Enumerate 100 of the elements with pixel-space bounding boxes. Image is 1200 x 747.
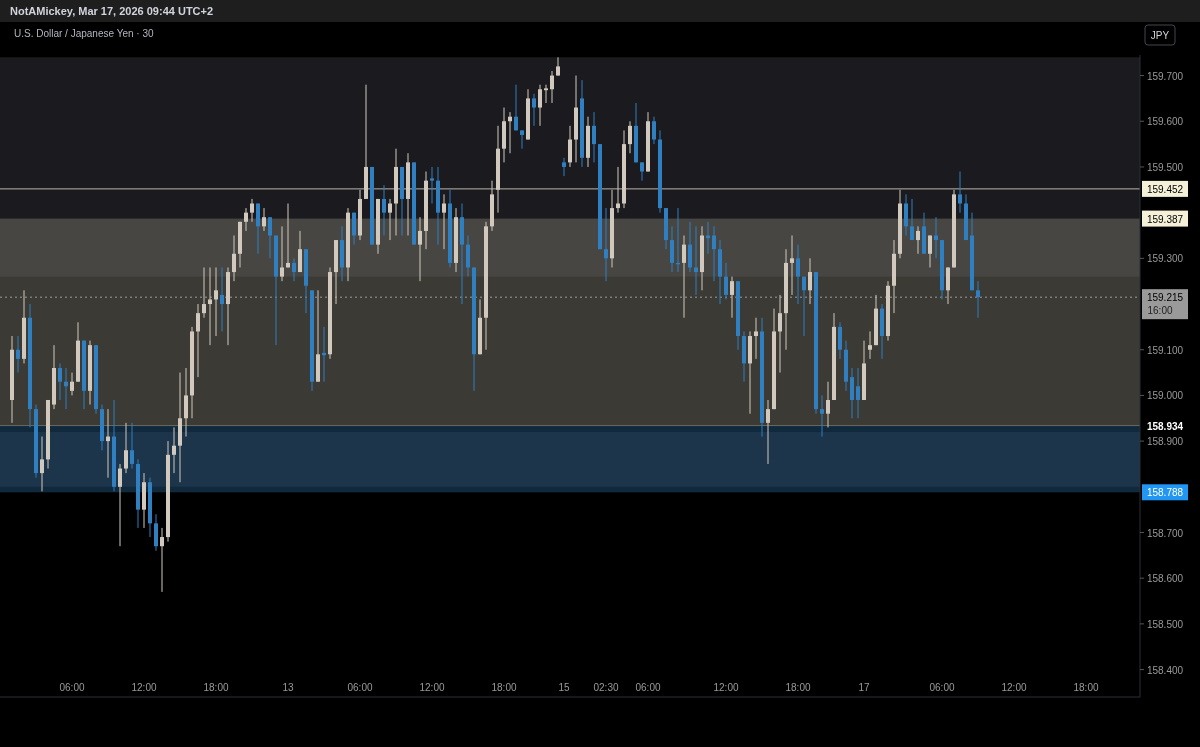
candlestick: [628, 120, 632, 154]
candlestick: [868, 330, 872, 360]
x-tick-label: 12:00: [131, 682, 157, 693]
candlestick: [556, 56, 560, 77]
candlestick: [550, 70, 554, 104]
y-tick-label: 159.300: [1146, 253, 1184, 265]
candlestick: [904, 193, 908, 236]
candlestick: [958, 171, 962, 214]
candlestick: [418, 216, 422, 282]
x-tick-label: 06:00: [929, 682, 955, 693]
candlestick: [214, 266, 218, 337]
candlestick: [688, 221, 692, 273]
x-tick-label: 13: [282, 682, 294, 693]
candlestick: [160, 527, 164, 593]
x-tick-label: 02:30: [593, 682, 619, 693]
candlestick: [172, 426, 176, 474]
x-tick-label: 12:00: [1001, 682, 1027, 693]
candlestick: [592, 111, 596, 163]
candlestick: [154, 513, 158, 552]
candlestick: [520, 129, 524, 150]
band-label: 159.387: [1146, 213, 1184, 225]
candlestick: [778, 294, 782, 374]
candlestick: [250, 198, 254, 223]
candlestick: [754, 317, 758, 360]
y-tick-label: 159.700: [1146, 70, 1184, 82]
x-tick-label: 18:00: [203, 682, 229, 693]
candlestick: [826, 381, 830, 428]
candlestick: [124, 422, 128, 474]
candlestick: [850, 367, 854, 419]
candlestick: [532, 93, 536, 127]
candlestick: [766, 399, 770, 465]
candlestick: [694, 225, 698, 296]
candlestick: [796, 244, 800, 305]
candlestick: [220, 266, 224, 332]
ref-line-label: 159.452: [1146, 183, 1184, 195]
x-tick-label: 06:00: [347, 682, 373, 693]
y-tick-label: 158.700: [1146, 527, 1184, 539]
candlestick: [268, 216, 272, 259]
x-tick-label: 18:00: [1073, 682, 1099, 693]
chart-title: U.S. Dollar / Japanese Yen · 30: [14, 28, 154, 39]
y-tick-label: 159.100: [1146, 344, 1184, 356]
candlestick: [202, 266, 206, 319]
x-tick-label: 18:00: [491, 682, 517, 693]
candlestick: [706, 221, 710, 255]
candlestick: [946, 266, 950, 305]
candlestick: [976, 280, 980, 319]
candlestick: [130, 422, 134, 470]
candlestick: [916, 225, 920, 255]
candlestick: [184, 367, 188, 438]
candlestick: [208, 266, 212, 346]
candlestick: [802, 276, 806, 337]
x-tick-label: 12:00: [713, 682, 739, 693]
candlestick: [604, 207, 608, 282]
candlestick: [118, 463, 122, 547]
y-tick-label: 159.000: [1146, 390, 1184, 402]
candlestick: [928, 234, 932, 268]
candlestick: [670, 225, 674, 273]
candlestick: [652, 116, 656, 145]
candlestick: [544, 84, 548, 104]
candlestick: [514, 84, 518, 131]
candlestick: [466, 234, 470, 278]
x-tick-label: 06:00: [59, 682, 85, 693]
x-tick-label: 15: [558, 682, 570, 693]
y-tick-label: 158.600: [1146, 573, 1184, 585]
candlestick: [16, 335, 20, 374]
candlestick: [196, 303, 200, 378]
y-axis-title: JPY: [1150, 30, 1170, 41]
candlestick: [58, 362, 62, 401]
ref-line-label: 158.934: [1146, 420, 1184, 432]
text: 16:00: [1147, 305, 1173, 317]
candlestick: [430, 166, 434, 205]
candlestick: [730, 276, 734, 319]
candlestick: [838, 321, 842, 360]
candlestick: [682, 234, 686, 319]
candlestick: [640, 161, 644, 182]
text: NotAMickey, Mar 17, 2026 09:44 UTC+2: [10, 5, 214, 17]
candlestick: [262, 207, 266, 232]
y-tick-label: 158.400: [1146, 664, 1184, 676]
candlestick: [724, 262, 728, 300]
candlestick: [244, 207, 248, 232]
candlestick: [820, 394, 824, 438]
y-tick-label: 159.600: [1146, 116, 1184, 128]
candlestick: [40, 436, 44, 492]
candlestick: [790, 234, 794, 296]
candlestick: [808, 257, 812, 305]
candlestick: [562, 157, 566, 177]
y-tick-label: 158.500: [1146, 618, 1184, 630]
candlestick: [352, 212, 356, 246]
candlestick: [292, 257, 296, 282]
candlestick: [256, 203, 260, 255]
candlestick: [232, 234, 236, 282]
candlestick: [712, 225, 716, 282]
candlestick: [934, 216, 938, 259]
candlestick: [298, 230, 302, 273]
candlestick: [568, 125, 572, 168]
x-tick-label: 06:00: [635, 682, 661, 693]
candlestick: [856, 367, 860, 419]
candlestick: [442, 193, 446, 250]
candlestick: [538, 84, 542, 127]
candlestick: [70, 372, 74, 396]
